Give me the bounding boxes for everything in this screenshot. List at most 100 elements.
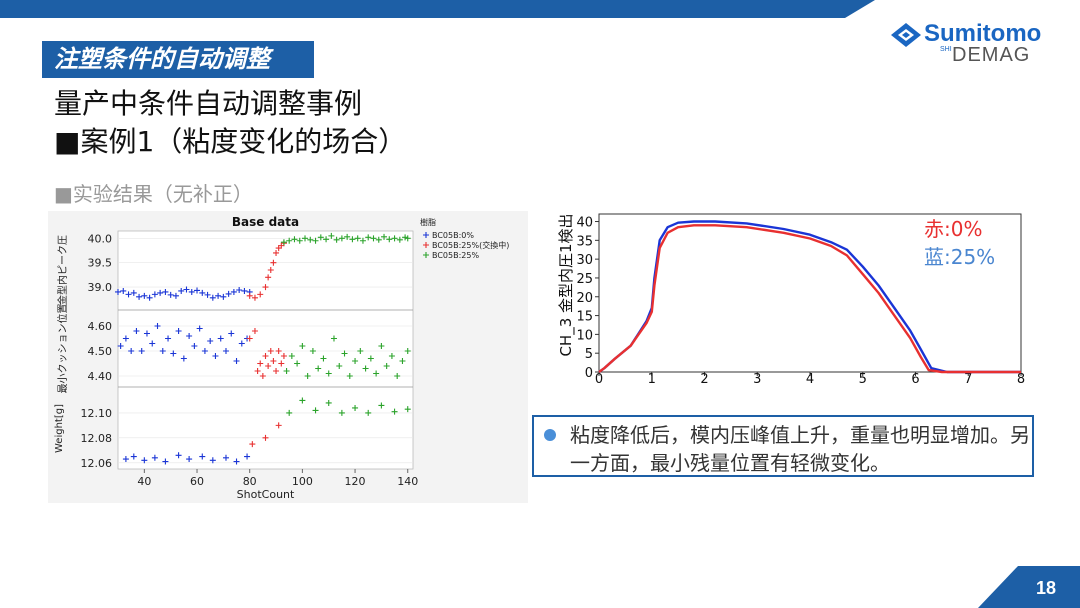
data-point	[262, 284, 269, 291]
data-point	[349, 236, 356, 243]
page-title: 量产中条件自动调整事例	[54, 87, 363, 120]
y-tick-label: 39.0	[88, 281, 113, 294]
data-point	[191, 343, 198, 349]
data-point	[312, 237, 319, 244]
x-tick-label: 40	[137, 475, 151, 488]
data-point	[122, 456, 129, 463]
x-tick-label: 4	[806, 372, 814, 383]
data-point	[178, 287, 185, 294]
x-tick-label: 2	[700, 372, 708, 383]
data-point	[241, 287, 248, 294]
logo-brand: Sumitomo	[924, 20, 1042, 47]
data-point	[222, 454, 229, 461]
data-point	[188, 288, 195, 295]
data-point	[159, 348, 166, 354]
data-point	[302, 235, 309, 242]
x-tick-label: 1	[648, 372, 656, 383]
data-point	[262, 434, 269, 441]
data-point	[265, 363, 272, 369]
data-point	[209, 457, 216, 464]
data-point	[207, 338, 214, 344]
data-point	[196, 325, 203, 332]
data-point	[238, 340, 245, 347]
sumitomo-demag-logo: Sumitomo SHI DEMAG	[890, 20, 1070, 70]
data-point	[367, 355, 374, 362]
x-tick-label: 0	[595, 372, 603, 383]
x-tick-label: 5	[859, 372, 867, 383]
data-point	[233, 458, 240, 465]
data-point	[130, 289, 137, 296]
section-tag: 注塑条件的自动调整	[42, 41, 314, 78]
x-tick-label: 7	[964, 372, 972, 383]
data-point	[175, 452, 182, 459]
plot-area	[598, 213, 1022, 373]
y-tick-label: 4.50	[88, 345, 113, 358]
legend-marker	[423, 232, 429, 238]
legend-marker	[423, 242, 429, 248]
data-point	[330, 335, 337, 342]
x-tick-label: 80	[243, 475, 257, 488]
data-point	[320, 355, 327, 362]
y-axis-label: 最小クッション位置	[56, 304, 69, 394]
data-point	[346, 373, 353, 379]
data-point	[165, 335, 172, 342]
data-point	[273, 368, 280, 374]
x-tick-label: 3	[753, 372, 761, 383]
data-point	[183, 286, 190, 293]
data-point	[296, 237, 303, 244]
y-tick-label: 4.40	[88, 370, 113, 383]
data-point	[280, 353, 287, 359]
y-axis-label: Weight[g]	[54, 404, 65, 453]
data-point	[394, 373, 401, 379]
y-tick-label: 12.10	[81, 407, 113, 420]
y-axis-label: 金型内ピーク圧	[56, 235, 69, 305]
data-point	[199, 453, 206, 460]
data-point	[383, 363, 390, 369]
data-point	[220, 293, 227, 300]
data-point	[246, 335, 253, 342]
data-point	[299, 397, 306, 404]
logo-shi: SHI	[940, 46, 952, 53]
data-point	[133, 328, 140, 334]
data-point	[128, 348, 135, 354]
data-point	[230, 288, 237, 295]
data-point	[275, 422, 282, 429]
data-point	[167, 291, 174, 298]
data-point	[325, 399, 332, 406]
data-point	[186, 456, 193, 463]
data-point	[286, 409, 293, 416]
data-point	[265, 274, 272, 281]
data-point	[341, 350, 348, 357]
data-point	[294, 360, 301, 367]
data-point	[278, 360, 285, 367]
data-point	[267, 348, 274, 354]
note-text: 粘度降低后，模内压峰值上升，重量也明显增加。另一方面，最小残量位置有轻微变化。	[570, 423, 1030, 475]
x-tick-label: 120	[345, 475, 366, 488]
data-point	[307, 236, 314, 243]
data-point	[186, 333, 193, 339]
data-point	[333, 236, 340, 243]
data-point	[365, 234, 372, 241]
data-point	[354, 235, 361, 242]
bullet-dot-icon	[544, 429, 556, 441]
data-point	[362, 365, 369, 372]
data-point	[251, 294, 258, 301]
data-point	[162, 458, 169, 465]
data-point	[352, 404, 359, 411]
data-point	[236, 286, 243, 293]
logo-sub: DEMAG	[952, 44, 1031, 66]
data-point	[180, 355, 187, 362]
chart-title: Base data	[232, 215, 299, 229]
data-point	[175, 328, 182, 334]
data-point	[299, 343, 306, 349]
x-tick-label: 6	[911, 372, 919, 383]
data-point	[162, 288, 169, 295]
data-point	[315, 365, 322, 372]
data-point	[325, 370, 332, 377]
data-point	[404, 235, 411, 242]
data-point	[388, 353, 395, 359]
data-point	[273, 249, 280, 256]
data-point	[246, 292, 253, 299]
y-tick-label: 40.0	[88, 232, 113, 245]
